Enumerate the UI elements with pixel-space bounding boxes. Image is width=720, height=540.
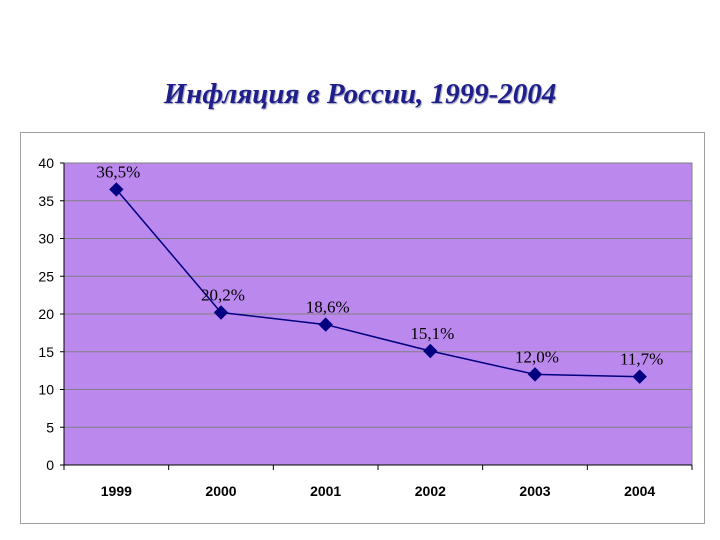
x-tick-label: 2002 [415, 483, 446, 499]
data-label: 11,7% [620, 350, 663, 369]
data-label: 12,0% [515, 347, 559, 366]
x-tick-label: 2000 [205, 483, 236, 499]
data-point [213, 305, 229, 320]
data-point [423, 343, 438, 359]
y-tick-label: 10 [38, 382, 54, 398]
y-tick-label: 30 [38, 231, 54, 247]
x-tick-label: 2001 [310, 483, 341, 499]
data-label: 15,1% [410, 324, 454, 343]
y-tick-label: 35 [38, 193, 54, 209]
series-line [115, 188, 640, 378]
x-tick-label: 2003 [519, 483, 550, 499]
data-label: 18,6% [306, 298, 350, 317]
data-label: 20,2% [201, 285, 245, 304]
chart-title: Инфляция в России, 1999-2004 [163, 78, 557, 110]
data-point [318, 317, 333, 332]
data-point [527, 367, 543, 382]
y-tick-label: 0 [46, 457, 54, 473]
y-tick-label: 20 [38, 306, 54, 322]
y-tick-label: 15 [38, 344, 54, 360]
data-point [632, 369, 647, 384]
y-tick-label: 5 [46, 419, 54, 435]
x-tick-label: 1999 [101, 483, 132, 499]
data-point [109, 182, 124, 197]
data-label: 36,5% [96, 162, 140, 181]
y-tick-label: 25 [38, 268, 54, 284]
x-tick-label: 2004 [624, 483, 655, 499]
y-tick-label: 40 [38, 155, 54, 171]
